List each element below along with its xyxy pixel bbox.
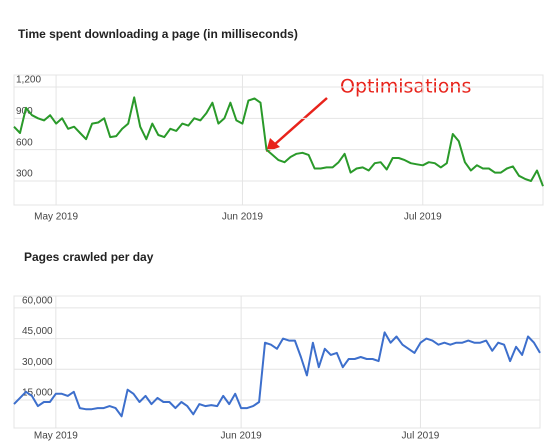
plot-frame [13, 295, 541, 429]
data-line [13, 331, 541, 418]
y-tick-label: 300 [16, 169, 33, 180]
x-tick-label: Jun 2019 [221, 431, 263, 442]
annotation-arrow [266, 97, 328, 152]
x-tick-label: Jul 2019 [404, 212, 442, 223]
annotation: Optimisations [340, 76, 471, 98]
y-tick-label: 1,200 [16, 75, 41, 86]
y-tick-label: 45,000 [22, 326, 53, 337]
y-tick-label: 30,000 [22, 357, 53, 368]
y-tick-label: 600 [16, 137, 33, 148]
plot-frame [13, 74, 544, 206]
y-tick-label: 60,000 [22, 296, 53, 307]
x-tick-label: May 2019 [34, 431, 78, 442]
x-tick-label: Jul 2019 [402, 431, 440, 442]
x-tick-label: May 2019 [34, 212, 78, 223]
chart-title: Time spent downloading a page (in millis… [18, 27, 298, 41]
data-line [13, 96, 544, 187]
x-tick-label: Jun 2019 [222, 212, 264, 223]
chart-title: Pages crawled per day [24, 250, 154, 264]
y-tick-label: 15,000 [22, 388, 53, 399]
